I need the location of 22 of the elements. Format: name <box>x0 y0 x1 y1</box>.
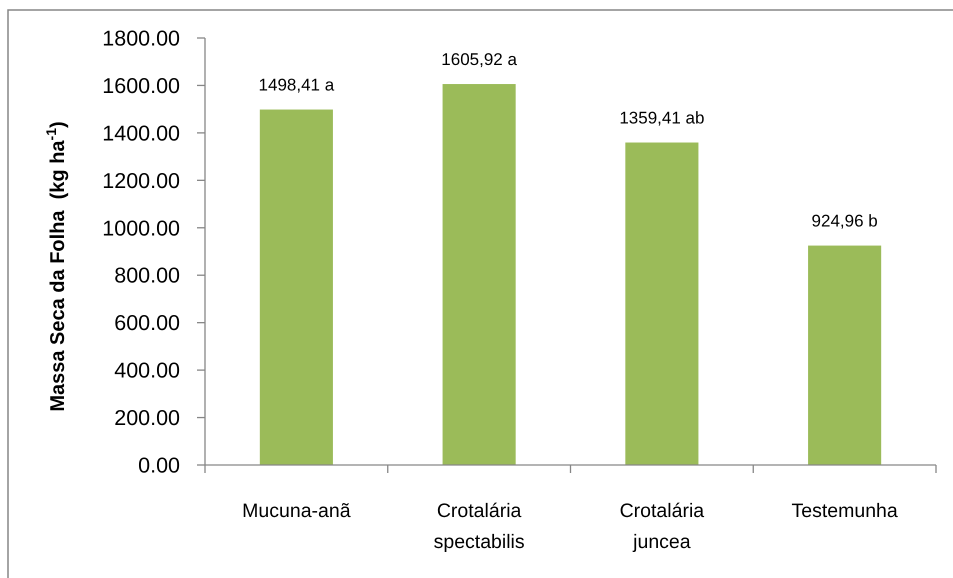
data-label: 924,96 b <box>812 212 878 231</box>
x-tick-label: Mucuna-anã <box>242 500 351 522</box>
y-tick-label: 1400.00 <box>102 121 180 146</box>
data-label: 1498,41 a <box>258 76 335 95</box>
y-tick-label: 0.00 <box>138 454 180 478</box>
y-tick-label: 800.00 <box>114 264 180 288</box>
bar <box>442 84 516 465</box>
y-tick-label: 1200.00 <box>102 168 180 193</box>
y-tick-label: 1800.00 <box>102 26 180 51</box>
y-tick-label: 600.00 <box>114 311 180 336</box>
bar <box>625 142 698 465</box>
bar <box>260 110 333 465</box>
x-tick-label: Crotalária spectabilis <box>434 500 525 553</box>
data-label: 1605,92 a <box>441 50 518 70</box>
data-label: 1359,41 ab <box>619 108 704 128</box>
y-tick-label: 200.00 <box>114 406 180 430</box>
y-tick-label: 400.00 <box>114 358 180 383</box>
x-tick-label: Testemunha <box>792 500 898 522</box>
bar <box>808 246 882 465</box>
y-tick-label: 1000.00 <box>102 216 180 240</box>
x-tick-label: Crotalária juncea <box>620 500 704 553</box>
y-tick-label: 1600.00 <box>102 74 180 98</box>
